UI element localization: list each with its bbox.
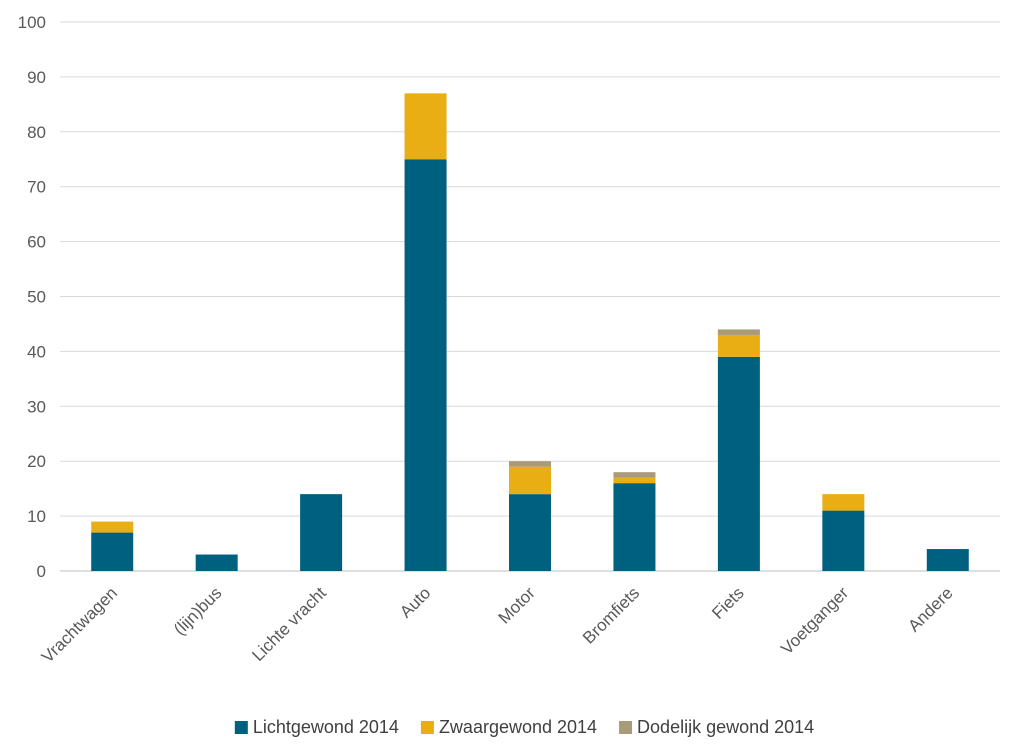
- y-axis-ticks: 0 10 20 30 40 50 60 70 80 90 100: [18, 13, 46, 581]
- x-category-label: Andere: [904, 583, 956, 635]
- y-tick-label: 60: [27, 233, 46, 252]
- x-category-label: Motor: [495, 583, 539, 627]
- x-category-label: Bromfiets: [579, 583, 643, 647]
- legend-item: Zwaargewond 2014: [420, 717, 597, 737]
- legend-swatch: [420, 721, 434, 734]
- bar-segment: [404, 159, 447, 571]
- legend-swatch: [619, 721, 633, 734]
- bar-segment: [613, 477, 656, 484]
- legend-item: Dodelijk gewond 2014: [619, 717, 814, 737]
- y-tick-label: 40: [27, 342, 46, 361]
- bar-segment: [509, 466, 551, 495]
- y-tick-label: 0: [37, 562, 46, 581]
- y-tick-label: 20: [27, 452, 46, 471]
- y-tick-label: 80: [27, 123, 46, 142]
- legend-swatch: [234, 721, 248, 734]
- bar-segment: [91, 532, 134, 571]
- legend-item: Lichtgewond 2014: [234, 717, 399, 737]
- legend-label: Dodelijk gewond 2014: [637, 717, 814, 737]
- bar-segment: [926, 549, 969, 571]
- bar-segment: [613, 472, 656, 478]
- x-axis-labels: Vrachtwagen (lijn)bus Lichte vracht Auto Mot…: [38, 583, 957, 666]
- bar-segment: [300, 494, 343, 571]
- legend: Lichtgewond 2014 Zwaargewond 2014 Dodelijk…: [234, 717, 814, 737]
- bar-segment: [91, 521, 134, 533]
- legend-label: Zwaargewond 2014: [439, 717, 597, 737]
- y-tick-label: 70: [27, 178, 46, 197]
- bar-segment: [195, 554, 238, 571]
- bar-segment: [613, 483, 656, 571]
- bar-segment: [717, 334, 760, 357]
- y-tick-label: 50: [27, 288, 46, 307]
- bar-segment: [717, 329, 760, 335]
- x-category-label: (lijn)bus: [170, 583, 226, 639]
- bar-segment: [822, 494, 865, 511]
- bar-segment: [822, 510, 865, 571]
- gridlines: [60, 21, 1000, 572]
- y-tick-label: 10: [27, 507, 46, 526]
- bar-segment: [509, 494, 551, 571]
- y-tick-label: 90: [27, 68, 46, 87]
- x-category-label: Vrachtwagen: [38, 583, 121, 666]
- bar-segment: [717, 356, 760, 571]
- bar-segment: [509, 461, 551, 467]
- x-category-label: Lichte vracht: [248, 583, 330, 665]
- x-category-label: Auto: [396, 583, 434, 621]
- x-category-label: Voetganger: [777, 583, 852, 658]
- y-tick-label: 100: [18, 13, 46, 32]
- x-category-label: Fiets: [708, 583, 747, 622]
- y-tick-label: 30: [27, 397, 46, 416]
- legend-label: Lichtgewond 2014: [253, 717, 399, 737]
- bar-segment: [404, 93, 447, 160]
- bars: [91, 93, 969, 571]
